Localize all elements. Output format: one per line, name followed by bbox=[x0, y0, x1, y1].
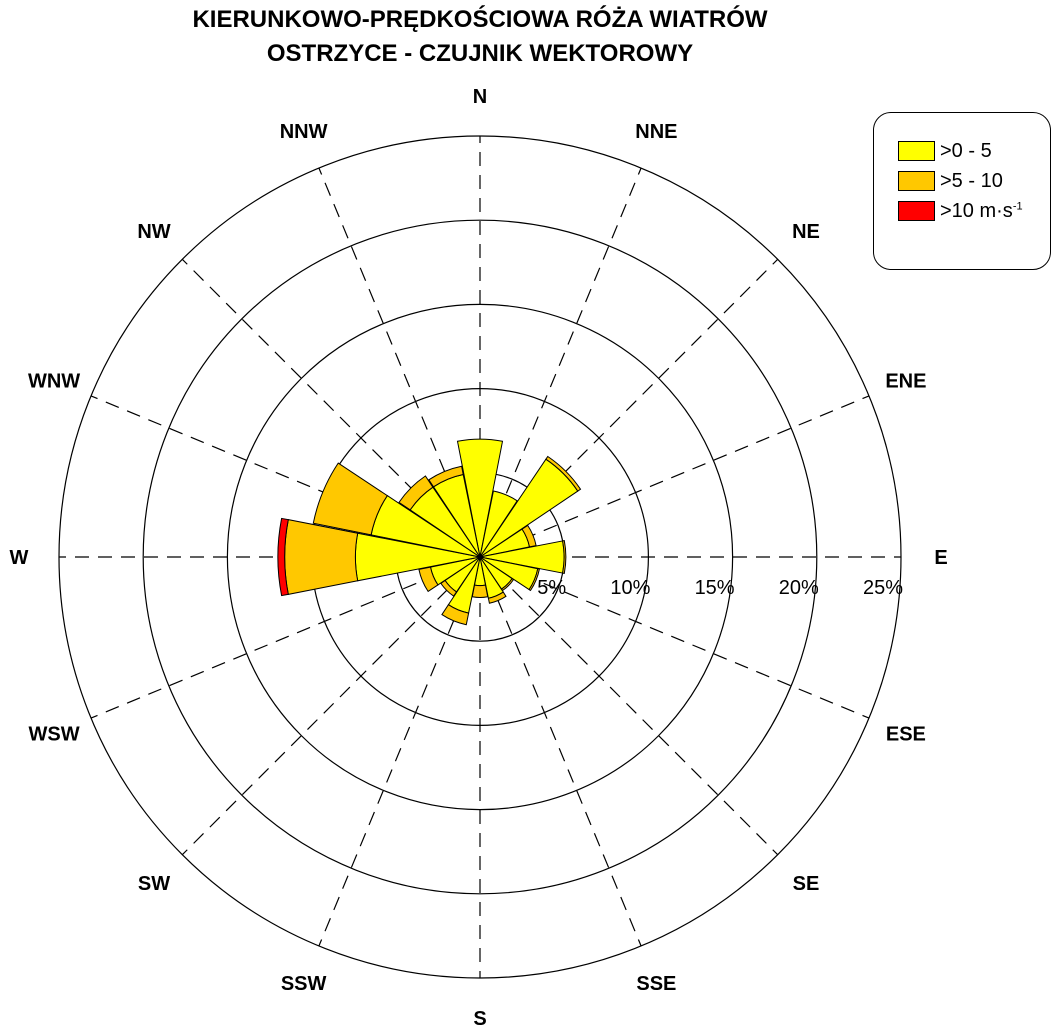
direction-label-nne: NNE bbox=[635, 121, 677, 143]
wedge-nne-class1 bbox=[479, 490, 518, 558]
direction-label-s: S bbox=[473, 1008, 486, 1026]
wedge-e-class2 bbox=[562, 540, 567, 574]
spoke-ese bbox=[479, 556, 870, 719]
direction-label-nw: NW bbox=[137, 221, 170, 243]
legend-label-over-10-superscript: -1 bbox=[1012, 200, 1023, 213]
wedge-s-class2 bbox=[471, 584, 489, 598]
wedge-ese-class2 bbox=[528, 568, 540, 592]
spoke-ene bbox=[479, 395, 870, 558]
wedge-w-class3 bbox=[277, 517, 289, 597]
radial-tick-label-10pct: 10% bbox=[610, 577, 650, 599]
wedge-n-class1 bbox=[456, 438, 504, 558]
direction-label-se: SE bbox=[793, 873, 820, 895]
legend-label-5-10: >5 - 10 bbox=[940, 170, 1003, 192]
chart-title-line2: OSTRZYCE - CZUJNIK WEKTOROWY bbox=[266, 40, 694, 67]
legend-swatch-5-10 bbox=[898, 171, 935, 191]
wedge-w-class2 bbox=[284, 519, 359, 595]
spoke-wsw bbox=[90, 556, 481, 719]
legend-swatch-over-10 bbox=[898, 201, 935, 221]
spoke-nne bbox=[479, 167, 642, 558]
wedge-ne-class2 bbox=[545, 455, 582, 492]
spoke-ssw bbox=[318, 556, 481, 947]
legend-label-over-10: >10 m·s-1 bbox=[940, 200, 1023, 222]
direction-label-n: N bbox=[473, 86, 487, 108]
direction-label-e: E bbox=[934, 547, 947, 569]
direction-label-nnw: NNW bbox=[280, 121, 328, 143]
direction-label-ese: ESE bbox=[886, 723, 926, 745]
direction-label-ene: ENE bbox=[885, 371, 926, 393]
wedge-wsw-class2 bbox=[418, 566, 439, 593]
direction-label-ne: NE bbox=[792, 221, 820, 243]
wedge-wnw-class2 bbox=[312, 462, 388, 536]
spoke-se bbox=[479, 556, 779, 856]
spoke-sse bbox=[479, 556, 642, 947]
spoke-sw bbox=[181, 556, 481, 856]
chart-title-line1: KIERUNKOWO-PRĘDKOŚCIOWA RÓŻA WIATRÓW bbox=[192, 6, 768, 33]
wedge-nw-class2 bbox=[398, 475, 434, 511]
direction-label-w: W bbox=[10, 547, 29, 569]
radial-tick-label-25pct: 25% bbox=[863, 577, 903, 599]
wedge-nnw-class2 bbox=[428, 465, 464, 488]
radial-tick-label-5pct: 5% bbox=[537, 577, 566, 599]
ring-15pct bbox=[226, 303, 734, 811]
radial-tick-label-20pct: 20% bbox=[779, 577, 819, 599]
direction-label-sw: SW bbox=[138, 873, 170, 895]
radial-tick-label-15pct: 15% bbox=[695, 577, 735, 599]
legend-label-0-5: >0 - 5 bbox=[940, 140, 992, 162]
legend: >0 - 5 >5 - 10 >10 m·s-1 bbox=[873, 112, 1051, 270]
direction-label-wnw: WNW bbox=[28, 371, 80, 393]
wedge-sse-class2 bbox=[487, 591, 507, 604]
ring-20pct bbox=[142, 219, 818, 895]
legend-swatch-0-5 bbox=[898, 141, 935, 161]
wedge-ssw-class2 bbox=[441, 604, 470, 626]
direction-label-wsw: WSW bbox=[29, 723, 80, 745]
direction-label-sse: SSE bbox=[636, 973, 676, 995]
direction-label-ssw: SSW bbox=[281, 973, 327, 995]
